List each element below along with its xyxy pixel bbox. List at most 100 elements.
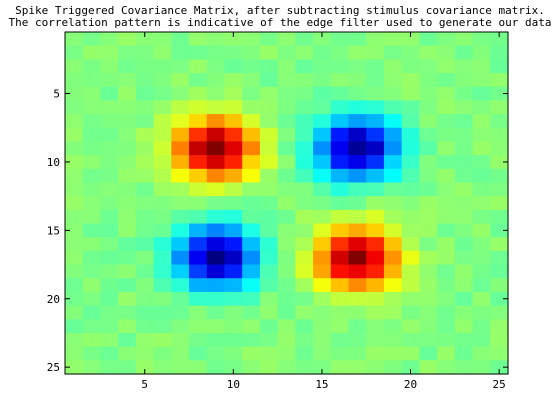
- heatmap-cell: [454, 319, 474, 334]
- heatmap-cell: [224, 141, 243, 156]
- heatmap-cell: [419, 237, 438, 252]
- heatmap-cell: [135, 305, 155, 320]
- heatmap-cell: [171, 305, 190, 320]
- heatmap-cell: [330, 141, 350, 156]
- heatmap-cell: [472, 223, 491, 238]
- heatmap-cell: [490, 86, 509, 101]
- heatmap-cell: [224, 32, 243, 47]
- heatmap-cell: [277, 360, 296, 375]
- heatmap-cell: [242, 264, 261, 279]
- heatmap-cell: [295, 182, 314, 197]
- heatmap-cell: [189, 73, 208, 88]
- heatmap-cell: [206, 32, 226, 47]
- heatmap-cell: [348, 32, 367, 47]
- heatmap-cell: [206, 168, 226, 184]
- heatmap-cell: [135, 291, 155, 307]
- heatmap-cell: [419, 332, 438, 348]
- heatmap-cell: [259, 59, 279, 74]
- heatmap-cell: [189, 196, 208, 211]
- heatmap-cell: [490, 250, 509, 266]
- heatmap-cell: [490, 182, 509, 197]
- heatmap-cell: [383, 59, 403, 74]
- heatmap-cell: [153, 141, 172, 156]
- heatmap-cell: [383, 196, 403, 211]
- heatmap-cell: [135, 86, 155, 101]
- heatmap-cell: [348, 319, 367, 334]
- heatmap-cell: [472, 196, 491, 211]
- heatmap-cell: [472, 319, 491, 334]
- heatmap-cell: [401, 319, 420, 334]
- heatmap-cell: [383, 45, 403, 60]
- heatmap-cell: [189, 223, 208, 238]
- heatmap-cell: [259, 346, 279, 361]
- heatmap-cell: [454, 209, 474, 225]
- heatmap-cell: [313, 86, 332, 101]
- heatmap-cell: [490, 278, 509, 293]
- heatmap-cell: [259, 196, 279, 211]
- heatmap-cell: [383, 237, 403, 252]
- y-tick-label: 20: [47, 293, 60, 306]
- heatmap-cell: [348, 278, 367, 293]
- heatmap-cell: [189, 291, 208, 307]
- heatmap-cell: [82, 209, 102, 225]
- heatmap-cell: [437, 86, 456, 101]
- heatmap-cell: [259, 223, 279, 238]
- heatmap-cell: [118, 196, 137, 211]
- heatmap-cell: [437, 141, 456, 156]
- heatmap-cell: [490, 332, 509, 348]
- heatmap-cell: [100, 278, 119, 293]
- heatmap-cell: [383, 305, 403, 320]
- heatmap-cell: [437, 182, 456, 197]
- heatmap-cell: [82, 196, 102, 211]
- heatmap-cell: [259, 100, 279, 115]
- y-tick-label: 5: [53, 88, 60, 101]
- heatmap-cell: [401, 100, 420, 115]
- heatmap-cell: [277, 196, 296, 211]
- heatmap-cell: [330, 237, 350, 252]
- heatmap-cell: [171, 319, 190, 334]
- heatmap-cell: [383, 114, 403, 129]
- heatmap-cell: [490, 114, 509, 129]
- heatmap-cell: [206, 291, 226, 307]
- heatmap-cell: [206, 182, 226, 197]
- heatmap-cell: [277, 32, 296, 47]
- heatmap-cell: [454, 114, 474, 129]
- heatmap-cell: [224, 168, 243, 184]
- heatmap-cell: [242, 196, 261, 211]
- heatmap-cell: [82, 250, 102, 266]
- heatmap-cell: [366, 291, 385, 307]
- heatmap-cell: [313, 141, 332, 156]
- heatmap-cell: [135, 250, 155, 266]
- heatmap-cell: [454, 86, 474, 101]
- heatmap-cell: [454, 32, 474, 47]
- heatmap-cell: [65, 182, 84, 197]
- heatmap-cell: [206, 223, 226, 238]
- heatmap-cell: [330, 223, 350, 238]
- heatmap-cell: [419, 360, 438, 375]
- heatmap-cell: [313, 155, 332, 170]
- heatmap-cell: [313, 196, 332, 211]
- heatmap-cell: [65, 250, 84, 266]
- heatmap-cell: [224, 45, 243, 60]
- heatmap-cell: [437, 319, 456, 334]
- heatmap-cell: [437, 360, 456, 375]
- heatmap-cell: [189, 45, 208, 60]
- heatmap-cell: [206, 332, 226, 348]
- heatmap-cell: [366, 155, 385, 170]
- heatmap-cell: [490, 32, 509, 47]
- heatmap-cell: [65, 360, 84, 375]
- heatmap-cell: [419, 127, 438, 143]
- heatmap-cell: [259, 278, 279, 293]
- heatmap-cell: [313, 319, 332, 334]
- heatmap-cell: [401, 45, 420, 60]
- heatmap-cell: [135, 196, 155, 211]
- heatmap-cell: [206, 86, 226, 101]
- heatmap-cell: [65, 114, 84, 129]
- heatmap-cell: [82, 73, 102, 88]
- heatmap-cell: [277, 223, 296, 238]
- heatmap-cell: [153, 291, 172, 307]
- heatmap-cell: [100, 45, 119, 60]
- heatmap-cell: [118, 182, 137, 197]
- heatmap-cell: [295, 100, 314, 115]
- heatmap-cell: [419, 196, 438, 211]
